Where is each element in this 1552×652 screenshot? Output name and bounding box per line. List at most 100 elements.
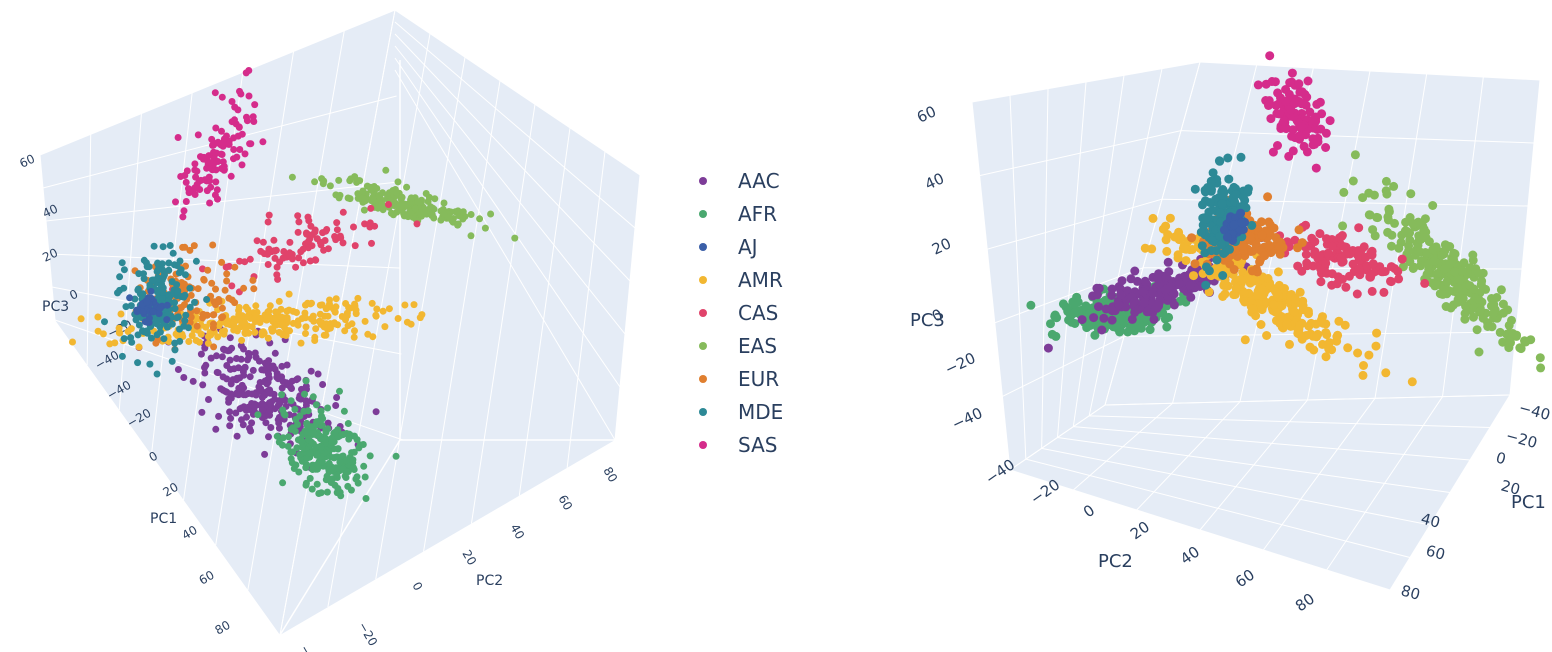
right-point-amr: [1163, 230, 1173, 239]
left-point-eas: [393, 189, 400, 197]
left-point-amr: [283, 314, 291, 322]
legend-label-aj[interactable]: AJ: [738, 235, 758, 259]
left-point-sas: [207, 183, 215, 191]
right-point-eur: [1294, 225, 1304, 235]
left-point-aac: [265, 433, 272, 441]
right-point-eur: [1264, 240, 1274, 250]
left-point-amr: [372, 311, 380, 319]
right-point-aac: [1089, 313, 1099, 323]
left-point-aac: [219, 386, 227, 394]
left-point-eas: [326, 182, 334, 190]
legend-label-sas[interactable]: SAS: [738, 433, 777, 457]
right-point-amr: [1318, 339, 1327, 349]
legend-marker-eur[interactable]: [699, 375, 707, 383]
legend-marker-cas[interactable]: [699, 309, 707, 317]
left-point-sas: [218, 127, 225, 135]
right-point-sas: [1274, 109, 1284, 119]
right-point-cas: [1321, 258, 1331, 268]
left-point-eas: [382, 166, 390, 174]
left-point-aac: [248, 419, 256, 427]
legend-marker-amr[interactable]: [699, 276, 707, 284]
right-point-amr: [1333, 330, 1343, 340]
right-pc2-tick-label: 20: [1127, 518, 1153, 544]
left-point-sas: [182, 198, 190, 205]
left-point-aac: [267, 424, 275, 431]
right-point-cas: [1314, 251, 1324, 261]
left-point-aj: [143, 298, 151, 306]
left-point-aac: [265, 357, 273, 365]
legend-marker-mde[interactable]: [699, 408, 707, 416]
legend-label-cas[interactable]: CAS: [738, 301, 778, 325]
left-point-sas: [214, 138, 222, 146]
left-point-sas: [206, 199, 214, 207]
right-point-mde: [1247, 220, 1257, 230]
legend-label-eur[interactable]: EUR: [738, 367, 779, 391]
left-point-aac: [319, 381, 327, 388]
legend-marker-eas[interactable]: [699, 342, 707, 350]
legend-label-eas[interactable]: EAS: [738, 334, 777, 358]
left-point-eas: [400, 212, 408, 220]
right-point-eas: [1350, 150, 1360, 160]
left-3d-scene[interactable]: −200204060−40−20020406080−40−4−200204060…: [17, 9, 641, 652]
right-point-amr: [1189, 271, 1198, 281]
right-point-afr: [1067, 317, 1077, 327]
right-point-afr: [1070, 308, 1080, 318]
left-point-mde: [203, 296, 211, 303]
left-point-cas: [228, 282, 236, 290]
right-point-eas: [1408, 219, 1418, 229]
left-point-aac: [324, 419, 332, 427]
legend-marker-aac[interactable]: [699, 177, 707, 185]
left-point-aac: [214, 369, 222, 377]
right-point-eur: [1238, 241, 1248, 251]
left-point-afr: [361, 473, 369, 481]
left-point-cas: [311, 228, 319, 236]
legend-marker-aj[interactable]: [699, 243, 707, 251]
right-point-mde: [1218, 271, 1228, 280]
legend-marker-afr[interactable]: [699, 210, 707, 218]
right-point-cas: [1386, 277, 1396, 287]
left-point-cas: [385, 201, 392, 208]
right-point-amr: [1359, 361, 1368, 370]
left-point-afr: [313, 450, 321, 458]
left-point-eur: [181, 243, 189, 251]
left-point-sas: [220, 135, 228, 143]
left-point-aac: [283, 361, 291, 369]
left-point-amr: [252, 312, 260, 320]
right-point-amr: [1343, 343, 1353, 353]
left-point-aac: [265, 399, 273, 407]
left-point-eur: [200, 276, 208, 284]
right-point-mde: [1190, 184, 1200, 194]
left-point-amr: [242, 303, 250, 311]
right-point-eur: [1248, 246, 1258, 256]
right-point-sas: [1297, 99, 1307, 109]
left-point-aj: [126, 294, 134, 302]
left-point-eas: [355, 177, 362, 185]
left-pc1-tick-label: 60: [197, 568, 217, 588]
left-point-mde: [173, 281, 181, 289]
legend-label-aac[interactable]: AAC: [738, 169, 780, 193]
legend-marker-sas[interactable]: [699, 441, 707, 449]
right-point-amr: [1289, 307, 1299, 316]
legend-label-afr[interactable]: AFR: [738, 202, 777, 226]
left-point-afr: [317, 407, 325, 415]
right-3d-scene[interactable]: −40−200204060−40−20020406080−40−20020406…: [910, 51, 1552, 615]
legend-label-mde[interactable]: MDE: [738, 400, 783, 424]
left-point-eur: [208, 279, 216, 287]
left-point-eas: [347, 175, 355, 183]
right-point-amr: [1321, 352, 1331, 362]
right-point-aac: [1166, 281, 1176, 291]
legend-label-amr[interactable]: AMR: [738, 268, 783, 292]
left-point-mde: [154, 266, 162, 274]
left-point-sas: [227, 172, 235, 180]
left-point-amr: [197, 330, 205, 338]
left-point-cas: [307, 222, 315, 230]
right-point-sas: [1297, 87, 1307, 97]
right-point-aac: [1114, 300, 1124, 310]
left-point-sas: [243, 117, 251, 125]
left-point-cas: [273, 271, 281, 279]
left-point-eur: [250, 285, 258, 293]
left-point-afr: [306, 474, 314, 482]
left-point-mde: [120, 284, 128, 292]
right-point-sas: [1287, 131, 1297, 141]
left-point-sas: [233, 153, 241, 161]
